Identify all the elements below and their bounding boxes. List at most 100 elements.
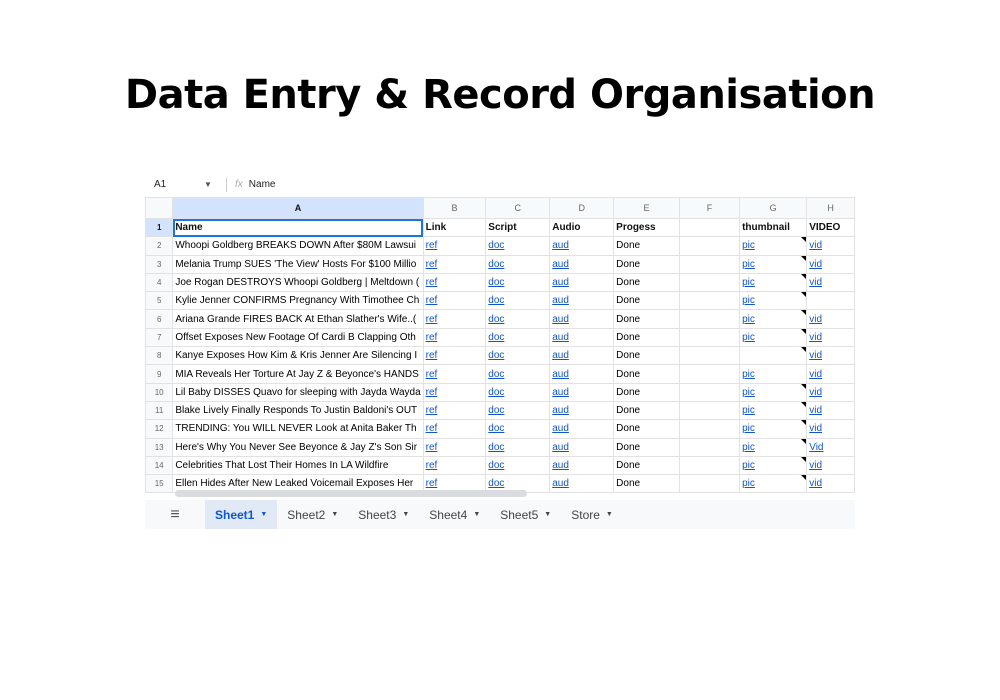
script-cell[interactable]: doc — [485, 455, 551, 476]
audio-cell-link[interactable]: aud — [552, 405, 569, 417]
video-cell[interactable]: vid — [806, 272, 855, 293]
all-sheets-menu-icon[interactable]: ≡ — [170, 505, 180, 523]
row-number[interactable]: 3 — [145, 254, 174, 274]
link-cell[interactable]: ref — [422, 272, 487, 293]
name-cell[interactable]: Kylie Jenner CONFIRMS Pregnancy With Tim… — [172, 291, 424, 311]
tab-sheet4[interactable]: Sheet4 ▼ — [419, 500, 490, 529]
audio-cell-link[interactable]: aud — [552, 331, 569, 343]
name-cell[interactable]: Lil Baby DISSES Quavo for sleeping with … — [172, 382, 424, 402]
video-cell-link[interactable]: vid — [809, 277, 823, 289]
video-cell-link[interactable]: vid — [809, 331, 823, 343]
thumbnail-cell-link[interactable]: pic — [742, 386, 755, 398]
link-cell-link[interactable]: ref — [425, 441, 438, 453]
link-cell[interactable]: ref — [422, 437, 487, 457]
progress-cell[interactable]: Done — [613, 254, 680, 274]
thumbnail-cell-link[interactable]: pic — [742, 313, 755, 325]
thumbnail-cell[interactable]: pic — [739, 327, 808, 348]
thumbnail-cell-link[interactable]: pic — [742, 405, 755, 417]
name-cell[interactable]: Ariana Grande FIRES BACK At Ethan Slathe… — [172, 309, 424, 329]
audio-cell-link[interactable]: aud — [552, 258, 569, 270]
script-cell-link[interactable]: doc — [488, 423, 505, 435]
thumbnail-cell-link[interactable]: pic — [742, 368, 755, 380]
empty-cell[interactable] — [678, 291, 741, 311]
video-cell-link[interactable]: vid — [809, 478, 823, 490]
name-cell[interactable]: Celebrities That Lost Their Homes In LA … — [172, 455, 424, 476]
script-cell-link[interactable]: doc — [488, 478, 505, 490]
thumbnail-cell[interactable]: pic — [739, 364, 808, 384]
link-cell[interactable]: ref — [422, 236, 487, 256]
thumbnail-cell[interactable] — [739, 346, 808, 366]
audio-cell-link[interactable]: aud — [552, 350, 569, 362]
script-cell-link[interactable]: doc — [488, 258, 505, 270]
script-cell[interactable]: doc — [485, 400, 551, 421]
audio-cell-link[interactable]: aud — [552, 368, 569, 380]
thumbnail-cell[interactable]: pic — [739, 272, 808, 293]
empty-cell[interactable] — [678, 400, 741, 421]
column-header-d[interactable]: D — [549, 197, 615, 219]
chevron-down-icon[interactable]: ▼ — [605, 511, 613, 518]
progress-cell[interactable]: Done — [613, 382, 680, 402]
script-cell[interactable]: doc — [485, 236, 551, 256]
audio-cell-link[interactable]: aud — [552, 313, 569, 325]
empty-cell[interactable] — [678, 236, 741, 256]
thumbnail-cell[interactable]: pic — [739, 400, 808, 421]
audio-cell-link[interactable]: aud — [552, 240, 569, 252]
script-cell[interactable]: doc — [485, 419, 551, 439]
empty-cell[interactable] — [678, 272, 741, 293]
script-cell[interactable]: doc — [485, 437, 551, 457]
video-cell-link[interactable]: vid — [809, 405, 823, 417]
video-cell[interactable]: vid — [806, 455, 855, 476]
progress-cell[interactable]: Done — [613, 437, 680, 457]
header-cell[interactable]: Script — [485, 217, 551, 238]
thumbnail-cell-link[interactable]: pic — [742, 478, 755, 490]
empty-cell[interactable] — [678, 254, 741, 274]
progress-cell[interactable]: Done — [613, 346, 680, 366]
thumbnail-cell[interactable]: pic — [739, 382, 808, 402]
thumbnail-cell-link[interactable]: pic — [742, 240, 755, 252]
link-cell-link[interactable]: ref — [425, 240, 438, 252]
thumbnail-cell[interactable]: pic — [739, 474, 808, 494]
link-cell-link[interactable]: ref — [425, 313, 438, 325]
select-all-corner[interactable] — [145, 197, 174, 219]
tab-sheet5[interactable]: Sheet5 ▼ — [490, 500, 561, 529]
video-cell-link[interactable]: vid — [809, 460, 823, 471]
video-cell[interactable]: Vid — [806, 437, 855, 457]
video-cell[interactable]: vid — [806, 309, 855, 329]
audio-cell-link[interactable]: aud — [552, 386, 569, 398]
column-header-f[interactable]: F — [678, 197, 741, 219]
thumbnail-cell-link[interactable]: pic — [742, 423, 755, 435]
script-cell[interactable]: doc — [485, 291, 551, 311]
progress-cell[interactable]: Done — [613, 272, 680, 293]
script-cell-link[interactable]: doc — [488, 368, 505, 380]
script-cell-link[interactable]: doc — [488, 331, 505, 343]
name-cell[interactable]: Kanye Exposes How Kim & Kris Jenner Are … — [172, 346, 424, 366]
script-cell-link[interactable]: doc — [488, 460, 505, 471]
name-cell[interactable]: Offset Exposes New Footage Of Cardi B Cl… — [172, 327, 424, 348]
video-cell-link[interactable]: vid — [809, 423, 823, 435]
link-cell-link[interactable]: ref — [425, 405, 438, 417]
script-cell-link[interactable]: doc — [488, 240, 505, 252]
video-cell-link[interactable]: vid — [809, 368, 823, 380]
link-cell[interactable]: ref — [422, 455, 487, 476]
chevron-down-icon[interactable]: ▼ — [544, 511, 552, 518]
link-cell[interactable]: ref — [422, 400, 487, 421]
horizontal-scrollbar[interactable] — [175, 490, 527, 497]
header-cell[interactable]: Link — [422, 217, 487, 238]
chevron-down-icon[interactable]: ▼ — [204, 180, 212, 189]
link-cell-link[interactable]: ref — [425, 258, 438, 270]
script-cell-link[interactable]: doc — [488, 277, 505, 289]
video-cell[interactable]: vid — [806, 327, 855, 348]
script-cell[interactable]: doc — [485, 272, 551, 293]
empty-cell[interactable] — [678, 327, 741, 348]
row-number[interactable]: 5 — [145, 291, 174, 311]
name-cell[interactable]: TRENDING: You WILL NEVER Look at Anita B… — [172, 419, 424, 439]
thumbnail-cell-link[interactable]: pic — [742, 277, 755, 289]
video-cell-link[interactable]: vid — [809, 350, 823, 362]
header-cell[interactable]: thumbnail — [739, 217, 808, 238]
link-cell-link[interactable]: ref — [425, 386, 438, 398]
chevron-down-icon[interactable]: ▼ — [260, 511, 268, 518]
empty-cell[interactable] — [678, 437, 741, 457]
video-cell[interactable]: vid — [806, 400, 855, 421]
name-cell[interactable]: Joe Rogan DESTROYS Whoopi Goldberg | Mel… — [172, 272, 424, 293]
link-cell[interactable]: ref — [422, 419, 487, 439]
